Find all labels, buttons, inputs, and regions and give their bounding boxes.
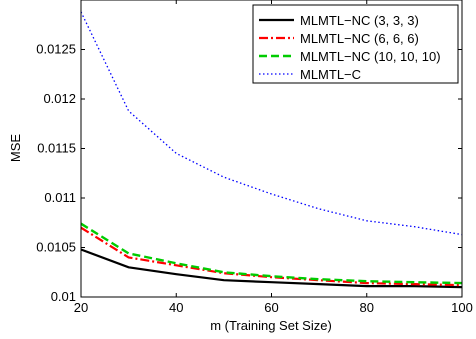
legend: MLMTL−NC (3, 3, 3) MLMTL−NC (6, 6, 6) MLMT… [252,4,459,84]
x-tick-label: 60 [264,300,278,315]
series-line-3 [80,222,463,285]
legend-label-1: MLMTL−NC (3, 3, 3) [300,13,419,28]
legend-label-3: MLMTL−NC (10, 10, 10) [300,49,441,64]
ticks-layer: 20 40 60 80 100 0.01 0.0105 0.011 0.0115 0.012 0.0… [36,0,473,315]
y-tick-label: 0.0115 [37,141,76,156]
y-tick-label: 0.01 [51,289,76,304]
series-line-2 [80,226,463,287]
legend-label-4: MLMTL−C [300,67,361,82]
y-tick-label: 0.0125 [36,42,76,57]
legend-box [252,4,459,84]
x-tick-label: 40 [169,300,183,315]
x-tick-label: 80 [360,300,374,315]
x-tick-label: 20 [74,300,88,315]
y-axis-label: MSE [8,134,23,163]
y-tick-label: 0.0105 [36,240,76,255]
series-line-1 [80,248,463,289]
x-tick-label: 100 [451,300,473,315]
y-tick-label: 0.012 [43,91,76,106]
series-layer [80,11,463,289]
y-tick-label: 0.011 [44,190,76,205]
legend-label-2: MLMTL−NC (6, 6, 6) [300,31,419,46]
series-line-4 [80,11,463,236]
x-axis-label: m (Training Set Size) [210,318,332,333]
